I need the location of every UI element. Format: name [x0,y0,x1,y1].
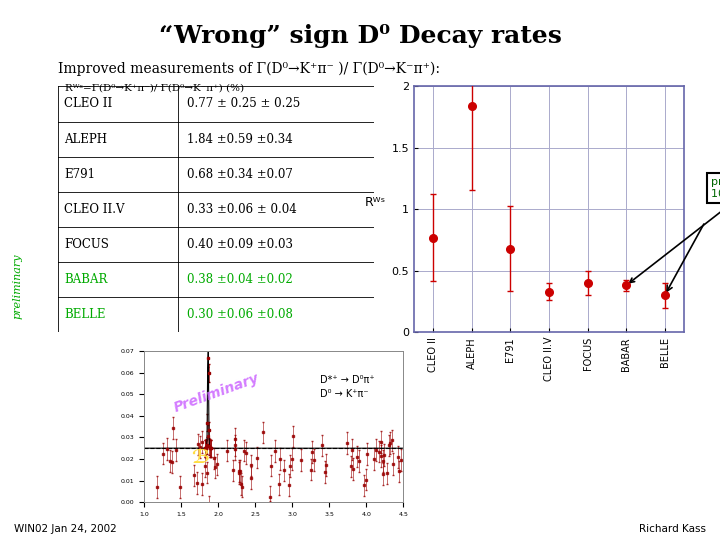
Text: Preliminary: Preliminary [172,372,261,415]
Text: 1.84 ±0.59 ±0.34: 1.84 ±0.59 ±0.34 [187,132,293,146]
Text: Improved measurements of Γ(D⁰→K⁺π⁻ )/ Γ(D⁰→K⁻π⁺):: Improved measurements of Γ(D⁰→K⁺π⁻ )/ Γ(… [58,62,440,77]
Text: CLEO II.V: CLEO II.V [64,202,125,216]
Text: E791: E791 [64,167,95,181]
Text: ALEPH: ALEPH [64,132,107,146]
Text: D*⁺ → D⁰π⁺: D*⁺ → D⁰π⁺ [320,375,375,386]
Text: “Wrong” sign D⁰ Decay rates: “Wrong” sign D⁰ Decay rates [158,24,562,48]
Text: 0.38 ±0.04 ±0.02: 0.38 ±0.04 ±0.02 [187,273,293,286]
Text: 0.30 ±0.06 ±0.08: 0.30 ±0.06 ±0.08 [187,308,293,321]
Text: D⁰ → K⁺π⁻: D⁰ → K⁺π⁻ [320,389,369,399]
Text: 0.33 ±0.06 ± 0.04: 0.33 ±0.06 ± 0.04 [187,202,297,216]
Text: CLEO II: CLEO II [64,97,112,111]
Text: 0.68 ±0.34 ±0.07: 0.68 ±0.34 ±0.07 [187,167,293,181]
Text: BELLE: BELLE [64,308,105,321]
Text: Richard Kass: Richard Kass [639,523,706,534]
Text: preliminary: preliminary [13,253,23,319]
Text: FOCUS: FOCUS [64,238,109,251]
Text: ℬ: ℬ [191,448,209,467]
Text: 0.40 ±0.09 ±0.03: 0.40 ±0.09 ±0.03 [187,238,294,251]
Y-axis label: Rᵂˢ: Rᵂˢ [364,196,385,209]
Text: Rᵂˢ=Γ(D⁰→K⁺π⁻)/ Γ(D⁰→K⁻π⁺) (%): Rᵂˢ=Γ(D⁰→K⁺π⁻)/ Γ(D⁰→K⁻π⁺) (%) [65,84,244,93]
Text: WIN02 Jan 24, 2002: WIN02 Jan 24, 2002 [14,523,117,534]
Text: preliminary
10X data soon: preliminary 10X data soon [630,177,720,282]
Text: 0.77 ± 0.25 ± 0.25: 0.77 ± 0.25 ± 0.25 [187,97,301,111]
Text: BABAR: BABAR [64,273,107,286]
